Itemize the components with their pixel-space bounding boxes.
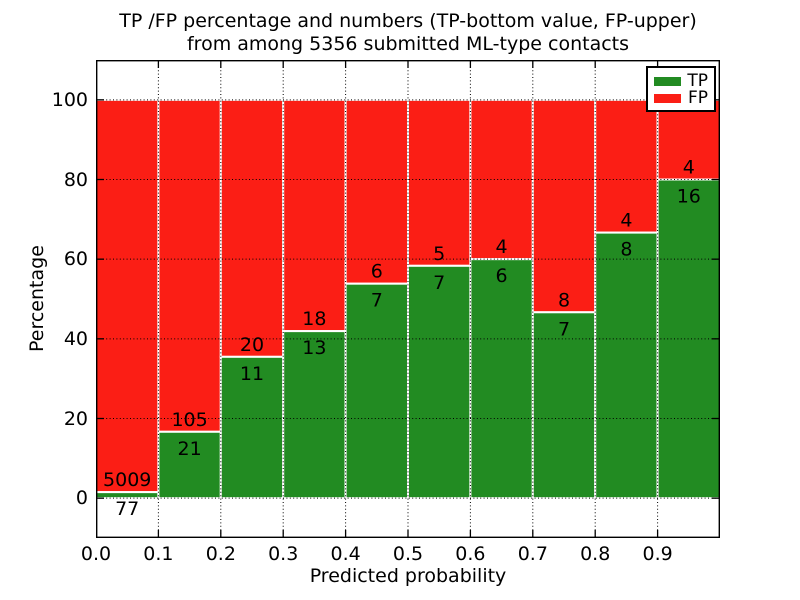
y-tick-label-0: 0 [75,487,88,510]
fp-legend-swatch [654,94,681,103]
x-axis-label: Predicted probability [309,565,507,587]
tp-legend-swatch [654,77,681,86]
x-tick-label-0.1: 0.1 [143,543,174,565]
tp-count-label-0.2: 11 [240,363,264,385]
fp-bar-segment-0.2 [219,98,285,358]
x-tick-label-0.8: 0.8 [580,543,611,565]
chart-title-line1: TP /FP percentage and numbers (TP-bottom… [119,10,697,32]
tp-count-label-0.5: 7 [433,272,445,294]
fp-count-label-0.6: 4 [496,236,508,258]
y-tick-label-80: 80 [63,168,88,191]
x-tick-label-0.5: 0.5 [392,543,424,565]
fp-count-label-0.8: 4 [620,210,632,232]
fp-count-label-0.3: 18 [302,308,326,330]
tp-count-label-0.1: 21 [178,438,202,460]
legend: TP FP [646,66,716,112]
tp-count-label-0.3: 13 [302,337,326,359]
tp-bar-segment-0.8 [594,231,659,500]
tp-count-label-0.9: 16 [677,186,701,208]
count-labels: 5009 77 105 21 20 11 18 13 6 7 5 7 4 6 8 7 4 8 4 16 [103,157,701,521]
tp-bar-segment-0.6 [469,258,534,500]
x-tick-label-0.7: 0.7 [517,543,548,565]
y-tick-label-20: 20 [63,407,88,430]
fp-bar-segment-0.0 [96,98,160,494]
x-tick-label-0.0: 0.0 [80,543,112,565]
fp-bar-segment-0.1 [157,98,222,433]
fp-count-label-0.2: 20 [240,334,264,356]
fp-bar-segment-0.4 [344,98,410,285]
tp-count-label-0.4: 7 [371,290,383,312]
fp-bar-segment-0.3 [282,98,347,333]
y-tick-label-60: 60 [63,248,88,271]
tp-count-label-0.0: 77 [115,498,139,520]
fp-count-label-0.5: 5 [433,243,445,265]
tp-bar-segment-0.5 [407,264,472,500]
fp-count-label-0.7: 8 [558,289,570,311]
plot-area: 5009 77 105 21 20 11 18 13 6 7 5 7 4 6 8 7 4 8 4 16 [96,60,720,538]
gridlines [96,60,720,538]
fp-count-label-0.9: 4 [683,157,695,179]
x-tick-label-0.4: 0.4 [330,543,361,565]
chart-title-line2: from among 5356 submitted ML-type contac… [186,33,630,55]
fp-count-label-0.1: 105 [171,409,207,431]
legend-item-fp: FP [654,90,708,107]
fp-bar-segment-0.7 [531,98,597,314]
chart-title: TP /FP percentage and numbers (TP-bottom… [96,10,720,56]
x-tick-label-0.3: 0.3 [268,543,299,565]
y-axis-label: Percentage [26,245,48,353]
tick-marks [96,61,719,537]
fp-bar-segment-0.5 [407,98,472,267]
y-tick-label-100: 100 [51,88,88,111]
tp-bar-segment-0.9 [656,178,720,500]
fp-count-label-0.4: 6 [371,261,383,283]
x-tick-label-0.9: 0.9 [642,543,673,565]
fp-bar-segment-0.9 [656,98,720,181]
plot-border [96,60,720,538]
fp-legend-label: FP [687,88,708,108]
tp-count-label-0.6: 6 [496,265,508,287]
fp-count-label-0.0: 5009 [103,469,151,491]
tp-count-label-0.8: 8 [620,239,632,261]
legend-item-tp: TP [654,73,708,90]
bars-layer [96,98,720,500]
x-tick-label-0.2: 0.2 [205,543,236,565]
tp-bar-segment-0.1 [157,430,222,500]
y-tick-label-40: 40 [63,327,88,350]
tp-legend-label: TP [687,71,708,91]
tp-bar-segment-0.4 [344,282,410,500]
tp-count-label-0.7: 7 [558,318,570,340]
x-tick-label-0.6: 0.6 [455,543,486,565]
